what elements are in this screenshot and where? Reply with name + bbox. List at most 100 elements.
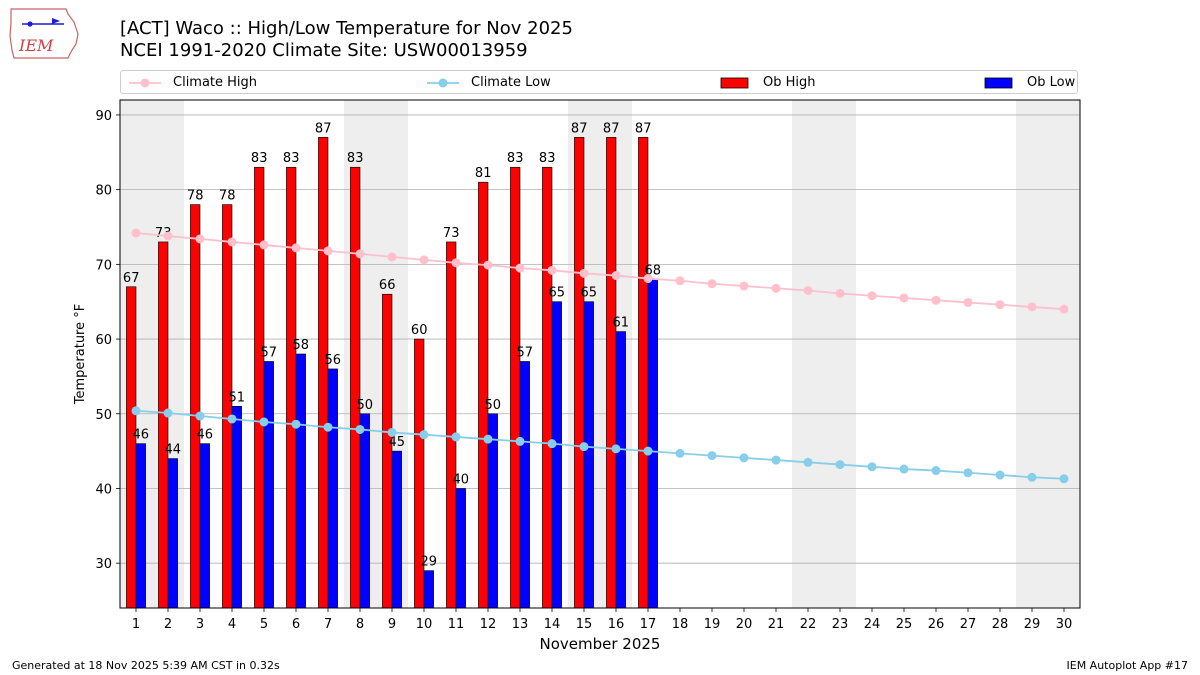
x-tick-label: 20: [736, 617, 753, 632]
ob-high-value-label: 73: [443, 226, 460, 241]
climate-high-point: [323, 246, 333, 256]
ob-high-bar: [222, 204, 233, 609]
climate-high-point: [515, 263, 525, 273]
climate-low-line: [135, 409, 1065, 480]
x-tick-label: 10: [416, 617, 433, 632]
climate-high-point: [387, 252, 397, 262]
climate-low-point: [803, 457, 813, 467]
ob-low-value-label: 44: [165, 443, 182, 458]
climate-low-point: [131, 406, 141, 416]
ob-high-value-label: 87: [635, 121, 652, 136]
footer-generated-text: Generated at 18 Nov 2025 5:39 AM CST in …: [12, 659, 280, 672]
ob-low-bar: [551, 301, 562, 609]
x-tick-label: 29: [1024, 617, 1041, 632]
ob-low-value-label: 68: [645, 263, 662, 278]
climate-low-point: [163, 408, 173, 418]
ob-high-bar: [286, 166, 297, 609]
climate-low-point: [835, 460, 845, 470]
climate-high-point: [643, 274, 653, 284]
ob-low-value-label: 50: [485, 398, 502, 413]
x-tick-label: 16: [608, 617, 625, 632]
climate-high-point: [451, 258, 461, 268]
ob-low-value-label: 29: [421, 555, 438, 570]
legend-label: Ob Low: [1027, 75, 1076, 90]
weekend-shade: [600, 100, 632, 608]
legend-swatch-climate-low: [427, 78, 459, 88]
x-tick-label: 3: [196, 617, 204, 632]
x-axis-label: November 2025: [540, 635, 661, 653]
climate-high-point: [803, 286, 813, 295]
ob-low-bar: [519, 361, 530, 609]
climate-low-point: [579, 442, 589, 452]
ob-low-value-label: 61: [613, 316, 630, 331]
y-tick-label: 60: [95, 333, 112, 348]
ob-high-value-label: 83: [539, 151, 556, 166]
ob-high-bar: [606, 137, 617, 609]
x-tick-label: 4: [228, 617, 236, 632]
x-tick-label: 25: [896, 617, 913, 632]
y-tick-label: 50: [95, 408, 112, 423]
ob-high-value-label: 78: [219, 189, 236, 204]
ob-low-bar: [647, 278, 658, 609]
climate-high-point: [771, 283, 781, 293]
ob-high-bar: [446, 241, 457, 609]
ob-high-bar: [478, 181, 489, 609]
legend-swatch-climate-high: [129, 78, 161, 88]
ob-low-bar: [231, 405, 242, 609]
x-tick-label: 6: [292, 617, 300, 632]
legend-swatch-ob-low: [984, 77, 1013, 89]
climate-high-point: [995, 300, 1005, 310]
ob-low-value-label: 46: [133, 428, 150, 443]
ob-low-bar: [455, 488, 466, 609]
climate-high-point: [227, 237, 237, 247]
climate-low-point: [675, 448, 685, 458]
climate-high-point: [195, 234, 205, 244]
ob-low-bar: [615, 331, 626, 609]
climate-high-point: [547, 265, 557, 275]
ob-high-value-label: 87: [603, 121, 620, 136]
ob-high-bar: [318, 137, 329, 609]
ob-high-value-label: 83: [251, 151, 268, 166]
climate-low-point: [611, 444, 621, 454]
ob-low-bar: [423, 570, 434, 609]
x-tick-label: 2: [164, 617, 172, 632]
ob-high-value-label: 81: [475, 166, 492, 181]
weekend-shade: [1016, 100, 1048, 608]
x-tick-label: 27: [960, 617, 977, 632]
x-tick-label: 30: [1056, 617, 1073, 632]
weekend-shade: [152, 100, 184, 608]
ob-low-value-label: 57: [517, 345, 534, 360]
climate-low-point: [1059, 474, 1069, 484]
y-tick-label: 40: [95, 482, 112, 497]
ob-low-value-label: 40: [453, 472, 470, 487]
climate-high-point: [291, 243, 301, 253]
ob-high-value-label: 60: [411, 323, 428, 338]
ob-low-bar: [263, 361, 274, 609]
y-tick-label: 80: [95, 184, 112, 199]
climate-high-point: [419, 255, 429, 265]
climate-low-point: [739, 453, 749, 463]
ob-high-bar: [158, 241, 169, 609]
x-tick-label: 12: [480, 617, 497, 632]
ob-high-value-label: 66: [379, 278, 396, 293]
chart-subtitle: NCEI 1991-2020 Climate Site: USW00013959: [120, 40, 528, 61]
climate-high-point: [483, 260, 493, 270]
x-tick-label: 15: [576, 617, 593, 632]
y-axis-label: Temperature °F: [73, 304, 88, 405]
x-tick-label: 23: [832, 617, 849, 632]
ob-low-bar: [199, 443, 210, 609]
climate-low-point: [995, 470, 1005, 480]
ob-high-bar: [350, 166, 361, 609]
legend-label: Ob High: [763, 75, 816, 90]
climate-low-point: [355, 424, 365, 434]
climate-high-point: [739, 281, 749, 291]
ob-low-bar: [391, 450, 402, 609]
weekend-shade: [824, 100, 856, 608]
x-tick-label: 13: [512, 617, 529, 632]
y-tick-label: 90: [95, 109, 112, 124]
ob-low-bar: [487, 413, 498, 609]
weekend-shade: [792, 100, 824, 608]
ob-high-bar: [126, 286, 137, 609]
ob-low-bar: [359, 413, 370, 609]
